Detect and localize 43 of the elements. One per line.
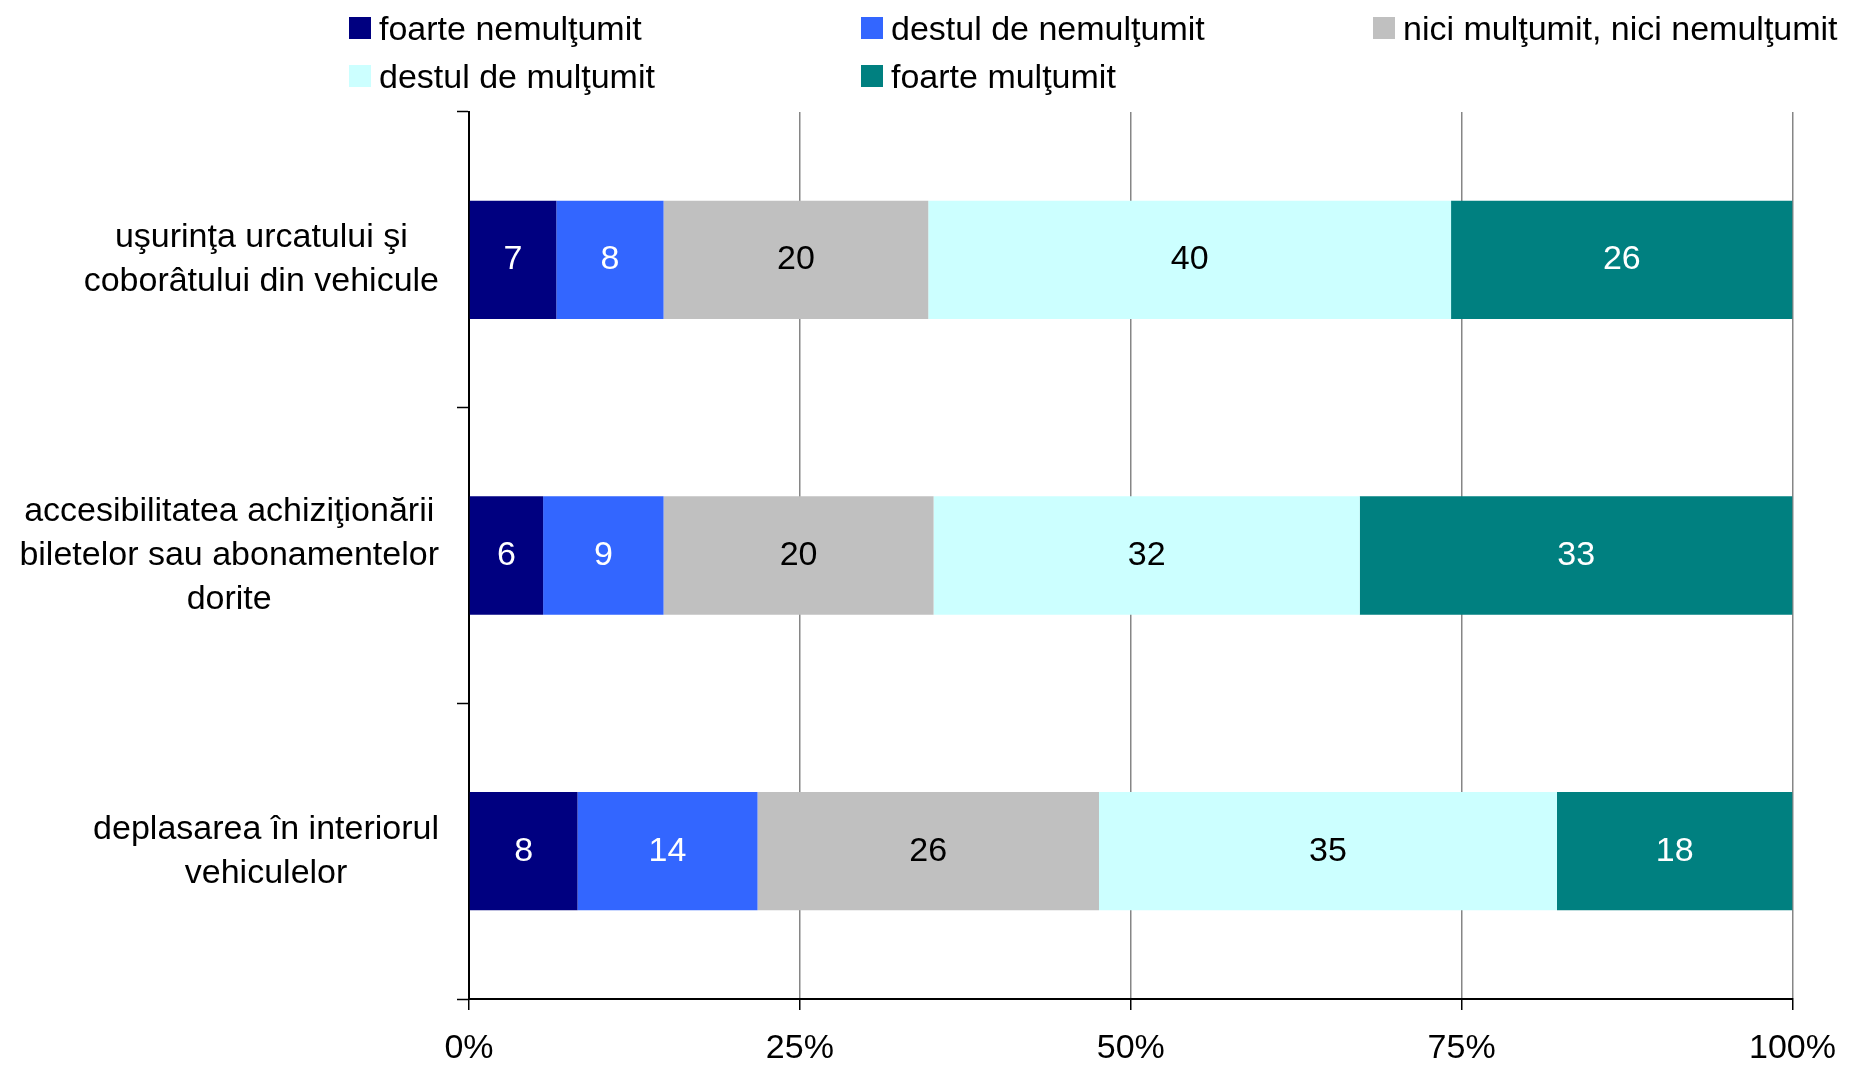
legend-label: nici mulţumit, nici nemulţumit [1403, 8, 1838, 48]
bar [469, 792, 578, 911]
x-tick-label: 100% [1749, 1026, 1836, 1065]
data-label: 9 [593, 533, 613, 572]
data-label: 8 [600, 238, 620, 277]
bar [543, 496, 664, 615]
x-tick-label: 25% [765, 1026, 834, 1065]
data-label: 6 [496, 533, 516, 572]
legend-label: foarte nemulţumit [379, 8, 642, 48]
bar [1359, 496, 1793, 615]
legend-label: foarte mulţumit [891, 56, 1116, 96]
data-label: 35 [1309, 829, 1347, 868]
bar [577, 792, 758, 911]
y-tick-label: uşurinţa urcatului şi coborâtului din vehicule [83, 216, 439, 299]
bar [757, 792, 1099, 911]
bar [469, 200, 557, 319]
data-label: 40 [1170, 238, 1209, 277]
bar [469, 496, 544, 615]
bar [1099, 792, 1557, 911]
data-label: 8 [514, 829, 534, 868]
x-tick-label: 0% [444, 1026, 494, 1065]
bar [663, 496, 934, 615]
legend-label: destul de mulţumit [379, 56, 655, 96]
data-label: 7 [503, 238, 523, 277]
data-label: 33 [1557, 533, 1596, 572]
bar [1451, 200, 1793, 319]
data-label: 20 [777, 238, 815, 277]
data-label: 14 [648, 829, 687, 868]
data-label: 26 [1602, 238, 1641, 277]
bar [1556, 792, 1793, 911]
legend-label: destul de nemulţumit [891, 8, 1205, 48]
y-tick-label: accesibilitatea achiziţionării biletelor sau abonamentelor dorite [19, 489, 439, 616]
bar [933, 496, 1360, 615]
data-label: 18 [1655, 829, 1694, 868]
x-tick-label: 75% [1427, 1026, 1496, 1065]
bar [556, 200, 664, 319]
y-tick-label: deplasarea în interiorul vehiculelor [93, 807, 440, 890]
bar [928, 200, 1452, 319]
data-label: 32 [1127, 533, 1166, 572]
data-label: 26 [909, 829, 948, 868]
data-label: 20 [779, 533, 818, 572]
bar [663, 200, 929, 319]
x-tick-label: 50% [1096, 1026, 1165, 1065]
